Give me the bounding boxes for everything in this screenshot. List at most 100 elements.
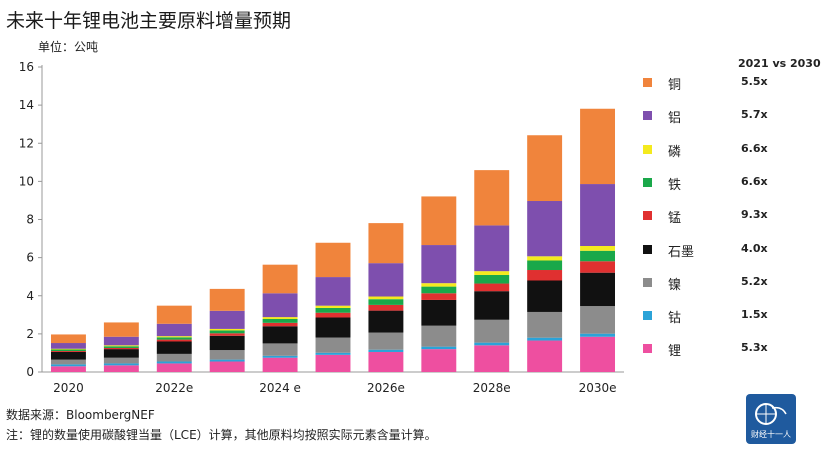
bar-segment-phosphorus-2029e [527, 256, 563, 261]
publisher-logo: 财经十一人 [746, 394, 796, 444]
bar-segment-graphite-2030e [580, 272, 616, 307]
footnote-text: 注：锂的数量使用碳酸锂当量（LCE）计算，其他原料均按照实际元素含量计算。 [6, 428, 437, 442]
legend-ratio-graphite: 4.0x [741, 241, 768, 255]
bar-segment-graphite-2029e [527, 280, 563, 312]
legend-item-aluminum: 铝 5.7x [640, 107, 820, 127]
bar-segment-manganese-2023e [209, 333, 245, 336]
bar-segment-aluminum-2021e [103, 336, 139, 346]
bar-segment-manganese-2026e [368, 304, 404, 311]
legend-label-aluminum: 铝 [668, 111, 682, 127]
bar-segment-cobalt-2028e [474, 342, 510, 346]
bar-segment-graphite-2026e [368, 310, 404, 333]
legend-label-phosphorus: 磷 [668, 144, 682, 160]
y-tick-label: 16 [19, 60, 34, 74]
legend-swatch-cobalt [643, 311, 652, 321]
legend-label-lithium: 锂 [668, 344, 682, 360]
legend-swatch-copper [643, 78, 652, 87]
bar-segment-manganese-2029e [527, 270, 563, 281]
legend-swatch-phosphorus [643, 144, 652, 154]
bar-segment-iron-2020 [50, 349, 86, 352]
bar-segment-copper-2026e [368, 223, 404, 264]
bar-segment-copper-2021e [103, 322, 139, 337]
x-tick-label: 2024 e [259, 381, 301, 395]
bar-segment-iron-2029e [527, 260, 563, 271]
bar-segment-nickel-2026e [368, 332, 404, 350]
legend-label-nickel: 镍 [668, 277, 682, 293]
x-tick-label: 2030e [579, 381, 617, 395]
legend-ratio-lithium: 5.3x [741, 341, 768, 355]
bar-segment-iron-2022e [156, 337, 192, 340]
bar-segment-manganese-2021e [103, 347, 139, 350]
bar-segment-aluminum-2020 [50, 343, 86, 349]
bar-segment-aluminum-2023e [209, 310, 245, 329]
bar-segment-iron-2028e [474, 274, 510, 284]
bar-segment-manganese-2025e [315, 312, 351, 318]
bar-segment-iron-2025e [315, 307, 351, 313]
bar-segment-aluminum-2026e [368, 263, 404, 297]
x-tick-label: 2026e [367, 381, 405, 395]
bar-segment-aluminum-2024e [262, 293, 298, 318]
bar-segment-nickel-2030e [580, 306, 616, 334]
legend-ratio-copper: 5.5x [741, 75, 768, 88]
bar-segment-cobalt-2030e [580, 333, 616, 337]
bar-segment-lithium-2024e [262, 357, 298, 372]
legend-swatch-lithium [643, 344, 652, 354]
bar-segment-iron-2023e [209, 330, 245, 334]
bar-segment-nickel-2024e [262, 343, 298, 356]
bar-segment-lithium-2020 [50, 366, 86, 372]
bar-segment-nickel-2029e [527, 311, 563, 338]
bar-segment-graphite-2021e [103, 349, 139, 358]
bar-segment-manganese-2027e [421, 293, 457, 300]
bar-segment-copper-2022e [156, 305, 192, 324]
y-tick-label: 14 [19, 98, 34, 112]
legend-swatch-iron [643, 177, 652, 187]
legend-item-copper: 铜 5.5x [640, 74, 820, 94]
legend-ratio-manganese: 9.3x [741, 208, 768, 222]
legend-swatch-nickel [643, 277, 652, 287]
bar-segment-phosphorus-2022e [156, 336, 192, 338]
logo-text: 财经十一人 [751, 430, 791, 439]
bar-segment-nickel-2020 [50, 359, 86, 365]
bar-segment-nickel-2021e [103, 357, 139, 364]
bar-segment-cobalt-2022e [156, 361, 192, 364]
bar-segment-lithium-2021e [103, 365, 139, 372]
bar-segment-iron-2024e [262, 319, 298, 323]
bar-segment-cobalt-2023e [209, 359, 245, 362]
bar-segment-graphite-2022e [156, 341, 192, 354]
bar-segment-lithium-2025e [315, 354, 351, 372]
legend-swatch-manganese [643, 211, 652, 221]
legend-item-nickel: 镍 5.2x [640, 274, 820, 294]
bar-segment-lithium-2029e [527, 340, 563, 372]
bar-segment-phosphorus-2030e [580, 245, 616, 251]
y-tick-label: 4 [26, 289, 34, 303]
bar-segment-graphite-2028e [474, 291, 510, 320]
bar-segment-phosphorus-2026e [368, 296, 404, 300]
bar-segment-phosphorus-2023e [209, 328, 245, 331]
legend-item-manganese: 锰 9.3x [640, 207, 820, 227]
bar-segment-nickel-2022e [156, 353, 192, 362]
bar-segment-cobalt-2025e [315, 352, 351, 355]
bar-segment-lithium-2027e [421, 349, 457, 372]
bar-segment-copper-2028e [474, 170, 510, 226]
bar-segment-lithium-2030e [580, 336, 616, 372]
unit-label: 单位：公吨 [38, 40, 99, 54]
bar-segment-nickel-2028e [474, 319, 510, 343]
bar-segment-manganese-2030e [580, 261, 616, 273]
bar-segment-cobalt-2021e [103, 363, 139, 366]
source-text: 数据来源：BloombergNEF [6, 408, 155, 422]
bar-segment-aluminum-2030e [580, 184, 616, 246]
x-tick-label: 2020 [53, 381, 84, 395]
bar-segment-iron-2021e [103, 346, 139, 348]
legend-ratio-aluminum: 5.7x [741, 108, 768, 122]
bar-segment-phosphorus-2024e [262, 317, 298, 320]
bar-segment-graphite-2023e [209, 335, 245, 351]
legend-item-cobalt: 钴 1.5x [640, 307, 820, 327]
legend-item-lithium: 锂 5.3x [640, 340, 820, 360]
bar-segment-lithium-2023e [209, 361, 245, 372]
y-tick-label: 0 [26, 365, 34, 379]
bar-segment-lithium-2028e [474, 345, 510, 372]
bar-segment-copper-2030e [580, 108, 616, 185]
bar-segment-manganese-2020 [50, 351, 86, 352]
bar-segment-aluminum-2027e [421, 245, 457, 284]
